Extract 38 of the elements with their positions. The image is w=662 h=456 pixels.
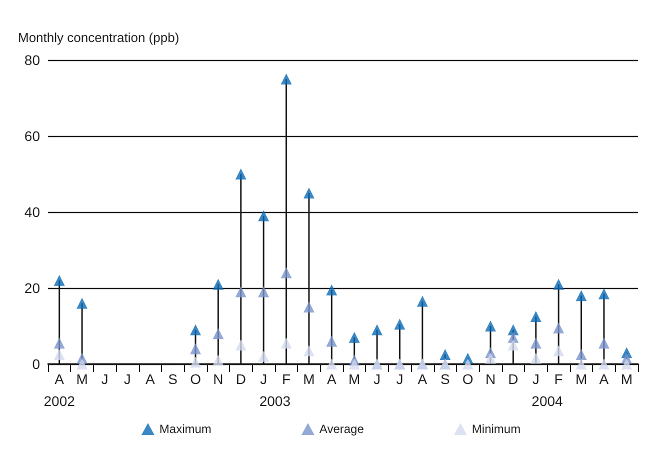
y-tick-label: 80 [24,52,40,68]
x-tick-label: A [145,371,156,387]
x-tick-label: O [190,371,202,387]
x-tick-label: J [124,371,131,387]
text: 2002 [44,393,76,409]
x-tick-label: M [575,371,588,387]
x-tick-label: S [168,371,178,387]
x-tick-label: A [599,371,610,387]
x-tick-label: J [532,371,540,387]
y-tick-label: 20 [24,280,40,296]
x-tick-label: J [101,371,108,387]
x-tick-label: J [396,371,404,387]
text: 2003 [259,393,291,409]
x-tick-label: M [348,371,360,387]
y-tick-label: 60 [24,128,40,144]
text: 2004 [532,393,564,409]
x-tick-label: M [303,371,315,387]
x-tick-label: D [508,371,518,387]
x-tick-label: J [260,371,268,387]
x-tick-label: J [374,371,381,387]
x-tick-label: A [54,371,65,387]
x-tick-label: A [418,371,428,387]
x-tick-label: S [440,371,450,387]
x-tick-label: F [554,371,563,387]
y-axis-title: Monthly concentration (ppb) [18,30,180,45]
x-tick-label: N [485,371,496,387]
x-tick-label: D [236,371,246,387]
x-tick-label: M [76,371,88,387]
y-tick-label: 40 [24,204,40,220]
legend-label: Minimum [472,422,521,436]
legend-label: Maximum [159,422,212,436]
legend-label: Average [319,422,364,436]
x-tick-label: M [620,371,632,387]
x-tick-label: F [282,371,291,387]
x-tick-label: A [326,371,337,387]
x-tick-label: O [462,371,474,387]
y-tick-label: 0 [32,356,40,372]
x-tick-label: N [213,371,224,387]
